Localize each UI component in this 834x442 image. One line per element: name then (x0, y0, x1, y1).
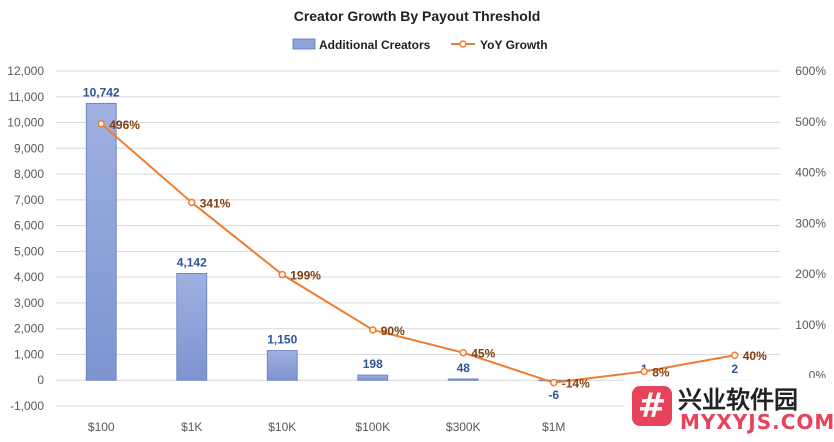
line-point (550, 378, 558, 387)
line-point (278, 270, 286, 279)
bar-data-label: 48 (457, 361, 471, 375)
y-right-tick-label: 300% (795, 216, 826, 230)
bar (447, 378, 479, 381)
bar (357, 374, 389, 381)
x-tick-label: $100K (355, 420, 390, 434)
y-left-tick-label: -1,000 (10, 399, 44, 413)
line-data-label: 199% (290, 269, 321, 283)
bar (266, 350, 298, 381)
y-left-tick-label: 8,000 (14, 167, 44, 181)
y-left-tick-label: 7,000 (14, 193, 44, 207)
x-tick-label: $10K (268, 420, 296, 434)
line-point (97, 120, 105, 128)
y-left-tick-label: 10,000 (7, 116, 44, 130)
x-axis: $100 $1K $10K $100K $300K $1M (88, 420, 566, 434)
legend-line-marker (459, 40, 467, 48)
x-tick-label: $1K (181, 420, 202, 434)
line-data-label: 90% (381, 324, 405, 338)
legend-label-line: YoY Growth (480, 38, 548, 52)
watermark-text: 兴业软件园 (678, 386, 798, 414)
y-right-tick-label: 400% (795, 166, 826, 180)
legend-label-bar: Additional Creators (319, 38, 431, 52)
line-point (188, 198, 196, 207)
y-left-tick-label: 6,000 (14, 219, 44, 233)
y-right-tick-label: 600% (795, 64, 826, 78)
legend-swatch-bar (292, 38, 316, 50)
x-tick-label: $300K (446, 420, 481, 434)
hashtag-icon: # (632, 386, 672, 426)
line-data-label: 496% (109, 118, 140, 132)
y-left-tick-label: 0 (37, 373, 44, 387)
y-left-tick-label: 5,000 (14, 244, 44, 258)
line-data-label: 8% (652, 365, 670, 379)
y-left-tick-label: 3,000 (14, 296, 44, 310)
watermark-subtext: MYXYJS.COM (680, 410, 834, 434)
watermark-logo: # 兴业软件园 MYXYJS.COM (624, 378, 834, 442)
y-left-tick-label: 2,000 (14, 322, 44, 336)
line-series (97, 120, 739, 387)
line-data-label: 45% (471, 347, 495, 361)
y-axis-right: 0%100%200%300%400%500%600% (795, 64, 826, 383)
gridlines (56, 70, 780, 407)
x-tick-label: $1M (542, 420, 565, 434)
bar-data-label: -6 (548, 388, 559, 402)
y-left-tick-label: 11,000 (8, 90, 44, 104)
bar-series (85, 102, 751, 382)
line-point (459, 348, 467, 357)
yoy-growth-line (100, 123, 735, 384)
bar (176, 272, 208, 381)
line-data-label: 40% (743, 349, 767, 363)
y-right-tick-label: 500% (795, 115, 826, 129)
line-point (731, 351, 739, 359)
legend: Additional Creators YoY Growth (292, 38, 548, 52)
y-left-tick-label: 12,000 (7, 64, 44, 78)
y-right-tick-label: 100% (795, 318, 826, 332)
y-left-tick-label: 4,000 (14, 270, 44, 284)
bar-data-label: 10,742 (83, 85, 120, 99)
bar-data-label: 2 (731, 362, 738, 376)
line-point (640, 367, 648, 376)
y-right-tick-label: 200% (795, 267, 826, 281)
y-axis-left: -1,000 0 1,000 2,000 3,000 4,000 5,000 6,000 7,0… (7, 64, 44, 413)
line-point (369, 326, 377, 334)
line-data-label: -14% (562, 377, 590, 391)
bar (85, 102, 117, 381)
chart-title: Creator Growth By Payout Threshold (294, 8, 541, 24)
bar-data-label: 1,150 (267, 333, 297, 347)
y-left-tick-label: 1,000 (14, 347, 44, 361)
bar-data-label: 4,142 (177, 255, 207, 269)
y-left-tick-label: 9,000 (14, 141, 44, 155)
x-tick-label: $100 (88, 420, 115, 434)
line-data-labels: 496% 341% 199% 90% 45% -14% 8% 40% (109, 118, 767, 391)
line-data-label: 341% (200, 196, 231, 210)
bar-data-label: 198 (363, 357, 383, 371)
